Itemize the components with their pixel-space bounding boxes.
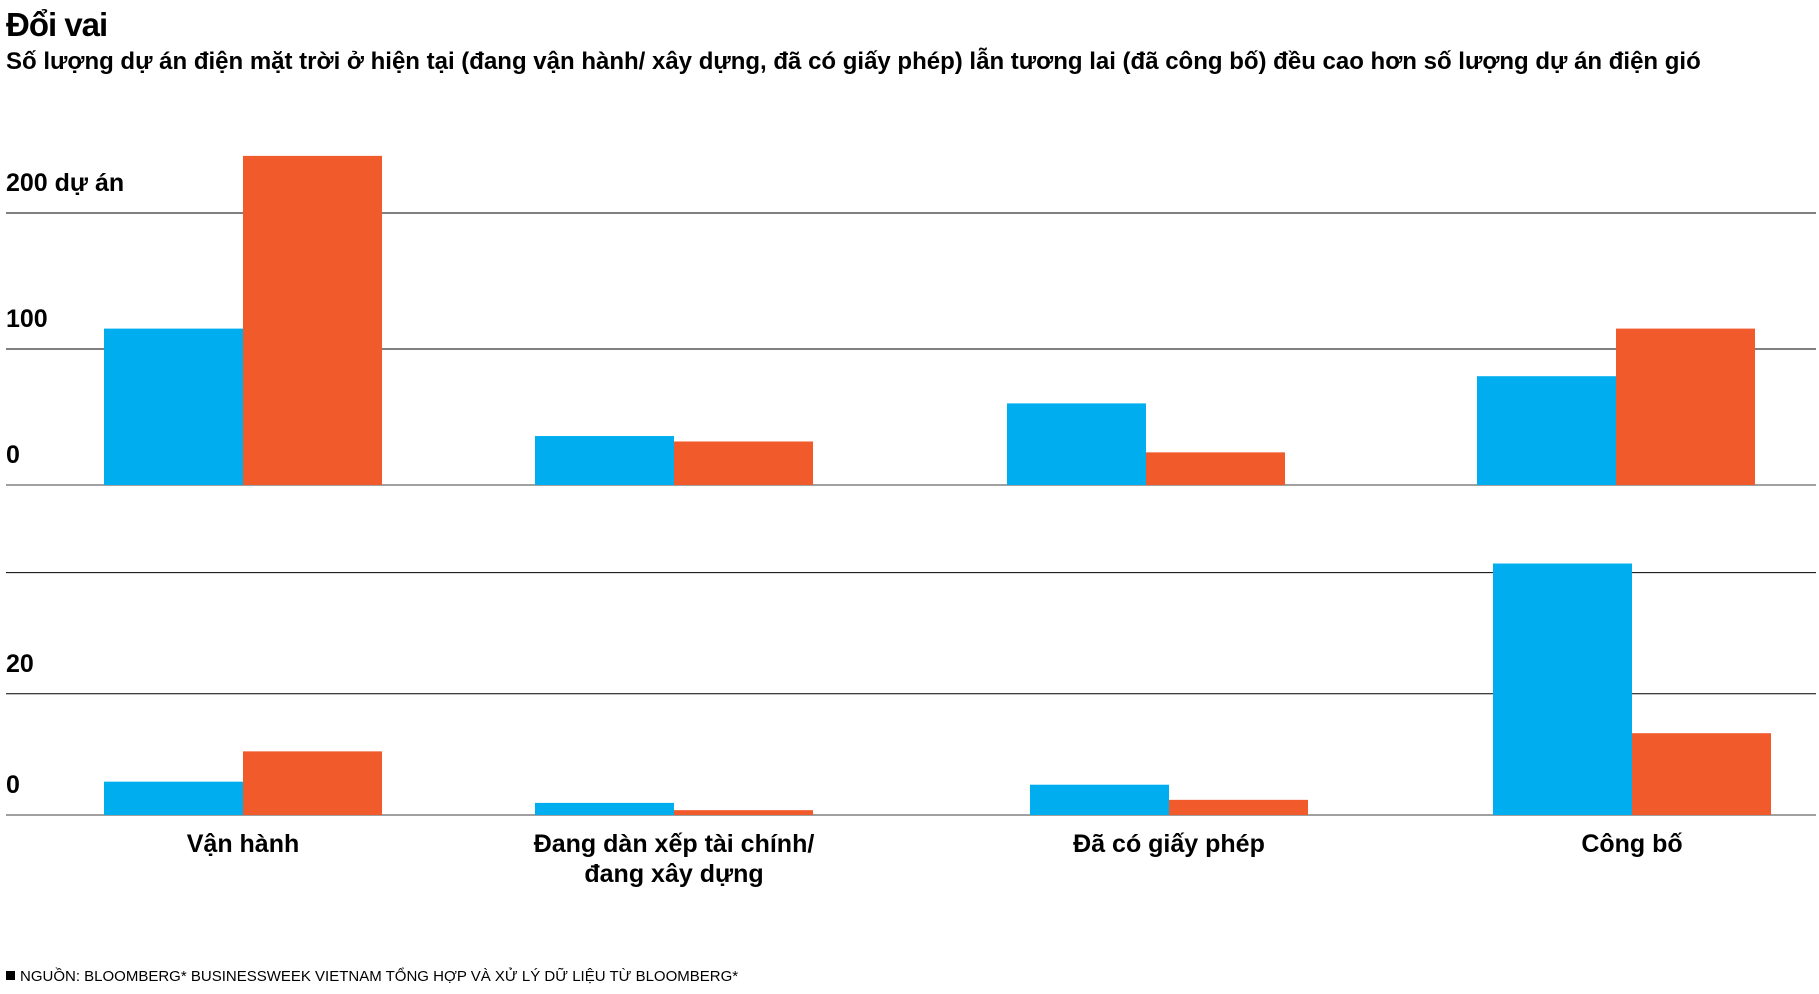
chart-subtitle: Số lượng dự án điện mặt trời ở hiện tại …	[6, 48, 1701, 75]
category-label-0-line1: Vận hành	[187, 830, 300, 858]
panel1-y-tick-label-1: 100	[6, 305, 48, 333]
panel2-bar-1-series2	[674, 810, 813, 815]
panel2-y-tick-label-1: 20	[6, 650, 34, 678]
panel1-bar-0-series1	[104, 328, 243, 485]
panel2-bar-1-series1	[535, 802, 674, 815]
panel2-y-tick-label-0: 0	[6, 771, 20, 799]
panel2-bar-2-series1	[1030, 784, 1169, 815]
chart-title: Đổi vai	[6, 6, 108, 43]
source-text: NGUỒN: BLOOMBERG* BUSINESSWEEK VIETNAM T…	[20, 968, 739, 985]
panel1-bar-0-series2	[243, 155, 382, 485]
square-bullet-icon	[6, 971, 15, 980]
panel1-bar-1-series1	[535, 436, 674, 485]
panel2-bar-0-series2	[243, 751, 382, 815]
panel2-bar-0-series1	[104, 781, 243, 815]
panel1-y-tick-label-2: 200 dự án	[6, 169, 124, 197]
panel1-bar-2-series1	[1007, 403, 1146, 485]
category-label-2-line1: Đã có giấy phép	[1073, 830, 1265, 858]
panel2-bar-2-series2	[1169, 799, 1308, 815]
panel1-bar-3-series2	[1616, 328, 1755, 485]
panel1-bar-2-series2	[1146, 452, 1285, 485]
category-label-1-line2: đang xây dựng	[584, 860, 763, 888]
category-label-3-line1: Công bố	[1581, 830, 1682, 858]
source-note: NGUỒN: BLOOMBERG* BUSINESSWEEK VIETNAM T…	[6, 968, 738, 985]
panel1-bar-3-series1	[1477, 376, 1616, 485]
category-label-1-line1: Đang dàn xếp tài chính/	[534, 830, 815, 858]
panel1-bar-1-series2	[674, 441, 813, 485]
panel1-y-tick-label-0: 0	[6, 441, 20, 469]
panel2-bar-3-series2	[1632, 733, 1771, 815]
panel2-bar-3-series1	[1493, 563, 1632, 815]
